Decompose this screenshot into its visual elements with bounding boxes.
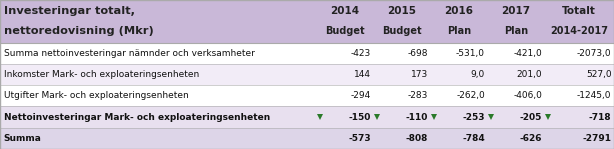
Text: -294: -294 bbox=[351, 91, 371, 100]
Text: Summa nettoinvesteringar nämnder och verksamheter: Summa nettoinvesteringar nämnder och ver… bbox=[4, 49, 255, 58]
Text: -784: -784 bbox=[462, 134, 485, 143]
Text: -626: -626 bbox=[519, 134, 542, 143]
Text: 2015: 2015 bbox=[387, 7, 416, 17]
Text: Investeringar totalt,: Investeringar totalt, bbox=[4, 7, 134, 17]
Text: Nettoinvesteringar Mark- och exploateringsenheten: Nettoinvesteringar Mark- och exploaterin… bbox=[4, 113, 270, 122]
Text: -718: -718 bbox=[589, 113, 612, 122]
Text: -1245,0: -1245,0 bbox=[577, 91, 612, 100]
Text: -423: -423 bbox=[351, 49, 371, 58]
Text: Totalt: Totalt bbox=[562, 7, 596, 17]
Text: -2791: -2791 bbox=[583, 134, 612, 143]
Text: Budget: Budget bbox=[382, 26, 422, 36]
Text: 9,0: 9,0 bbox=[471, 70, 485, 79]
Text: -110: -110 bbox=[406, 113, 428, 122]
Text: 2017: 2017 bbox=[502, 7, 530, 17]
Text: 201,0: 201,0 bbox=[516, 70, 542, 79]
Text: 144: 144 bbox=[354, 70, 371, 79]
Text: Summa: Summa bbox=[4, 134, 42, 143]
Text: Inkomster Mark- och exploateringsenheten: Inkomster Mark- och exploateringsenheten bbox=[4, 70, 199, 79]
Text: 2016: 2016 bbox=[445, 7, 473, 17]
Text: -406,0: -406,0 bbox=[513, 91, 542, 100]
Text: -698: -698 bbox=[408, 49, 428, 58]
Text: -253: -253 bbox=[462, 113, 485, 122]
Text: nettoredovisning (Mkr): nettoredovisning (Mkr) bbox=[4, 26, 154, 36]
Text: Budget: Budget bbox=[325, 26, 365, 36]
Text: -262,0: -262,0 bbox=[456, 91, 485, 100]
Text: -573: -573 bbox=[348, 134, 371, 143]
Bar bbox=[0, 106, 614, 128]
Text: Utgifter Mark- och exploateringsenheten: Utgifter Mark- och exploateringsenheten bbox=[4, 91, 188, 100]
Text: Plan: Plan bbox=[504, 26, 528, 36]
Bar bbox=[0, 128, 614, 149]
Text: Plan: Plan bbox=[447, 26, 471, 36]
Text: -150: -150 bbox=[349, 113, 371, 122]
Bar bbox=[0, 64, 614, 85]
Bar bbox=[0, 43, 614, 64]
Text: 173: 173 bbox=[411, 70, 428, 79]
Text: -421,0: -421,0 bbox=[513, 49, 542, 58]
Text: -2073,0: -2073,0 bbox=[577, 49, 612, 58]
Text: 527,0: 527,0 bbox=[586, 70, 612, 79]
Text: 2014-2017: 2014-2017 bbox=[550, 26, 608, 36]
Text: -808: -808 bbox=[406, 134, 428, 143]
Bar bbox=[0, 85, 614, 106]
Text: -283: -283 bbox=[408, 91, 428, 100]
Bar bbox=[0, 0, 614, 43]
Text: -531,0: -531,0 bbox=[456, 49, 485, 58]
Text: 2014: 2014 bbox=[330, 7, 359, 17]
Text: -205: -205 bbox=[520, 113, 542, 122]
